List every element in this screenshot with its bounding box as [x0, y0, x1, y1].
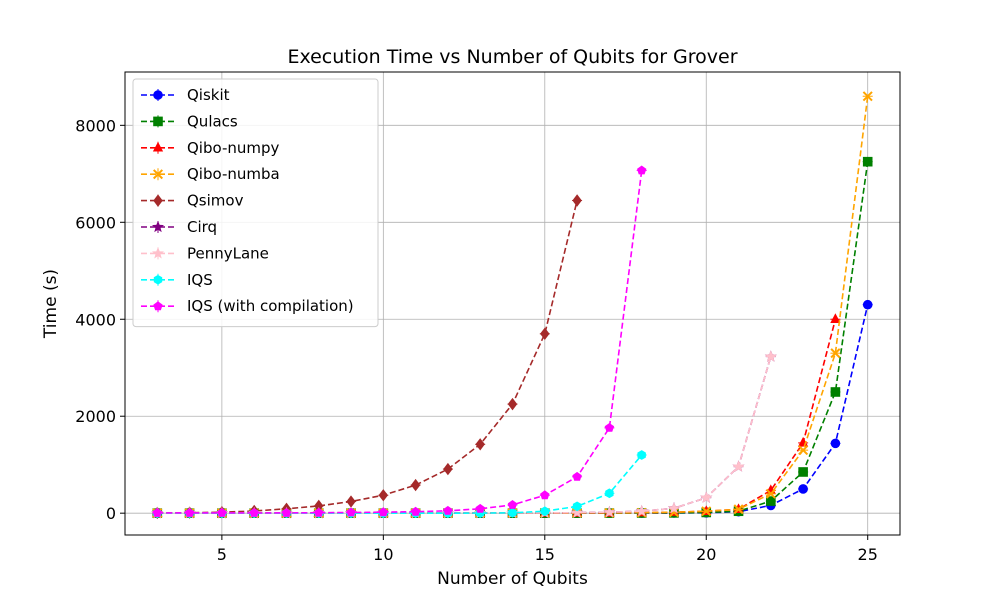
y-tick-label: 6000 [75, 213, 116, 232]
series-line [157, 170, 643, 514]
data-point [217, 507, 227, 517]
data-point [668, 502, 681, 514]
legend: Qiskit Qulacs Qibo-numpy Qibo-numba Qsimov Ci… [132, 78, 379, 328]
legend-item: Qibo-numpy [141, 139, 280, 157]
legend-label: IQS [187, 271, 213, 289]
data-point [603, 505, 616, 518]
data-point [798, 467, 808, 477]
x-tick-label: 10 [373, 545, 393, 564]
data-point [540, 327, 550, 341]
legend-item: IQS [141, 271, 213, 289]
data-point [410, 478, 421, 492]
legend-label: Qibo-numba [187, 165, 280, 183]
data-point [572, 194, 582, 207]
y-tick-label: 8000 [75, 116, 116, 135]
data-point [765, 488, 776, 499]
legend-label: Qibo-numpy [187, 139, 280, 157]
x-tick-label: 25 [858, 545, 878, 564]
x-tick-label: 20 [696, 545, 716, 564]
legend-marker [153, 90, 163, 100]
data-point [798, 445, 809, 456]
data-point [572, 471, 582, 481]
legend-item: Qibo-numba [141, 165, 280, 183]
data-point [830, 348, 841, 359]
data-point [830, 438, 841, 449]
legend-item: Qiskit [141, 86, 230, 104]
data-point [184, 507, 195, 517]
data-point [540, 506, 549, 517]
legend-item: PennyLane [141, 244, 269, 262]
legend-label: Qiskit [187, 86, 230, 104]
data-point [637, 165, 647, 175]
legend-marker [153, 274, 163, 285]
data-point [443, 462, 453, 476]
data-point [798, 484, 808, 494]
x-tick-label: 5 [217, 545, 227, 564]
legend-label: Qulacs [187, 112, 238, 130]
legend-marker [153, 116, 163, 127]
data-point [508, 507, 517, 518]
legend-item: Qulacs [141, 112, 238, 130]
data-point [378, 489, 389, 502]
data-point [700, 491, 713, 503]
data-point [507, 499, 518, 509]
series-line [157, 200, 578, 514]
legend-item: Qsimov [141, 192, 244, 210]
data-point [152, 507, 162, 517]
data-point [410, 506, 421, 516]
series-8 [152, 165, 647, 517]
data-point [572, 501, 582, 512]
data-point [764, 350, 777, 362]
legend-label: Qsimov [187, 192, 244, 210]
chart-title: Execution Time vs Number of Qubits for G… [287, 46, 737, 68]
data-point [507, 397, 518, 411]
legend-label: Cirq [187, 218, 217, 236]
data-point [604, 422, 615, 432]
data-point [249, 507, 259, 517]
data-point [637, 450, 646, 460]
data-point [443, 505, 453, 515]
y-tick-label: 4000 [75, 310, 116, 329]
legend-item: Cirq [141, 218, 217, 236]
y-axis-label: Time (s) [41, 269, 61, 339]
data-point [475, 438, 485, 451]
data-point [314, 507, 324, 517]
y-tick-label: 0 [106, 504, 116, 523]
x-tick-label: 15 [535, 545, 555, 564]
y-tick-label: 2000 [75, 407, 116, 426]
legend-marker [151, 247, 165, 259]
legend-marker [151, 220, 165, 233]
legend-box [132, 78, 379, 328]
data-point [571, 506, 584, 518]
data-point [862, 299, 873, 310]
data-point [766, 496, 776, 506]
data-point [733, 504, 744, 515]
data-point [732, 460, 745, 472]
legend-item: IQS (with compilation) [141, 297, 354, 315]
legend-marker [153, 301, 163, 311]
plot-series [151, 91, 873, 520]
data-point [862, 91, 873, 102]
data-point [540, 490, 550, 500]
legend-marker [153, 194, 163, 207]
data-point [605, 488, 614, 499]
data-point [830, 387, 841, 397]
axis-ticks: 5 10 15 20 25 0 2000 4000 6000 8000 [75, 116, 878, 564]
data-point [281, 507, 292, 517]
legend-marker [152, 141, 164, 152]
data-point [378, 507, 388, 517]
data-point [830, 313, 841, 323]
x-axis-label: Number of Qubits [437, 569, 588, 589]
legend-label: PennyLane [187, 244, 269, 262]
data-point [701, 506, 712, 517]
data-point [346, 507, 356, 517]
plot-frame [124, 71, 901, 536]
legend-marker [152, 169, 164, 180]
legend-label: IQS (with compilation) [187, 297, 354, 315]
data-point [635, 504, 648, 517]
data-point [475, 503, 485, 513]
data-point [862, 156, 873, 167]
